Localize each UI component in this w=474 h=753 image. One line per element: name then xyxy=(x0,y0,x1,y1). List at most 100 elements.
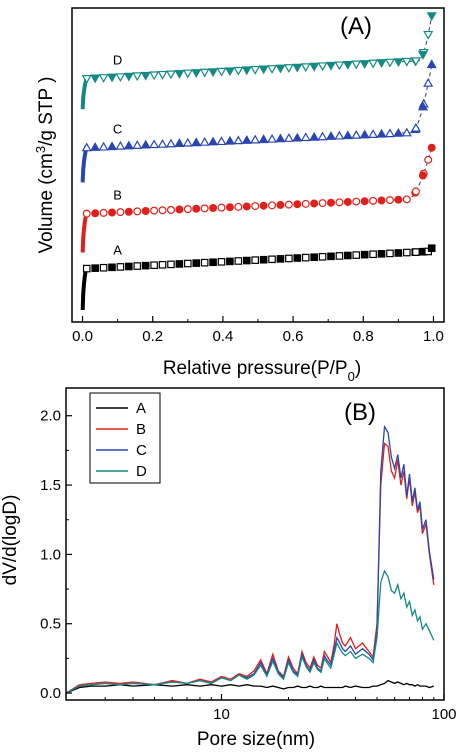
panel-a-y-axis-label: Volume (cm3/g STP ) xyxy=(33,77,57,254)
panel-a-point-A xyxy=(108,263,116,272)
panel-a-point-D xyxy=(283,64,294,73)
panel-a-point-D xyxy=(342,60,353,70)
panel-a-point-C xyxy=(283,133,294,142)
panel-a-point-D xyxy=(410,57,421,67)
panel-a-point-B xyxy=(175,205,184,214)
panel-a-point-B xyxy=(418,171,427,180)
panel-a-point-D xyxy=(216,67,227,77)
panel-b-x-tick-label: 100 xyxy=(431,706,456,723)
panel-a-point-C xyxy=(224,135,235,145)
panel-a-point-D xyxy=(334,61,345,71)
panel-a-point-B xyxy=(234,202,243,211)
panel-b-y-tick-label: 0.5 xyxy=(40,616,61,633)
panel-a-point-C xyxy=(98,141,109,151)
panel-a-point-B xyxy=(385,196,394,205)
panel-a-point-B xyxy=(310,199,319,208)
panel-a-point-A xyxy=(369,250,377,259)
panel-a-point-C xyxy=(423,77,434,87)
panel-a-point-C xyxy=(258,134,269,144)
panel-a-point-B xyxy=(335,198,344,207)
panel-a-point-D xyxy=(368,59,379,69)
panel-a-point-C xyxy=(106,141,118,151)
panel-a-point-A xyxy=(242,256,251,265)
panel-a-x-tick-label: 0.6 xyxy=(283,328,304,345)
panel-a-point-D xyxy=(426,12,437,22)
panel-a-point-C xyxy=(351,129,362,139)
legend-box xyxy=(89,392,161,484)
panel-a-point-A xyxy=(285,254,293,263)
panel-a-point-C xyxy=(233,135,244,145)
panel-a-point-B xyxy=(343,197,352,206)
panel-a-point-D xyxy=(199,68,210,78)
panel-a-point-B xyxy=(192,204,201,213)
panel-a-point-B xyxy=(200,204,209,213)
panel-a-point-A xyxy=(251,256,259,264)
panel-b-y-tick-label: 1.5 xyxy=(40,477,61,494)
panel-a-point-B xyxy=(91,209,100,218)
panel-a-point-A xyxy=(175,260,184,268)
panel-a-point-A xyxy=(226,257,234,266)
panel-a-point-D xyxy=(165,70,176,80)
legend-label-A: A xyxy=(136,400,146,417)
panel-a-point-B xyxy=(424,155,433,164)
legend-label-C: C xyxy=(136,442,147,459)
panel-a-point-B xyxy=(209,203,218,212)
panel-a-point-B xyxy=(276,200,285,209)
panel-a-point-B xyxy=(293,200,302,209)
panel-a-point-C xyxy=(275,133,286,143)
panel-a-point-A xyxy=(386,249,394,258)
panel-a-point-B xyxy=(133,207,142,216)
panel-a-point-A xyxy=(200,258,209,267)
panel-a-x-ticks: 0.0 0.2 0.4 0.6 0.8 1.0 xyxy=(72,316,444,345)
panel-a-point-D xyxy=(123,72,134,82)
panel-a-point-A xyxy=(133,262,142,270)
panel-b-ticks: 0.0 0.5 1.0 1.5 2.0 10 100 xyxy=(40,408,456,723)
panel-a-point-A xyxy=(192,259,201,267)
panel-a-point-D xyxy=(275,64,286,74)
panel-a-point-B xyxy=(402,195,411,204)
panel-a-point-A xyxy=(158,260,167,269)
panel-a-rise-D xyxy=(80,76,89,110)
panel-a-point-D xyxy=(241,66,252,76)
panel-a-x-tick-label: 1.0 xyxy=(423,328,444,345)
panel-a-point-B xyxy=(427,143,436,152)
panel-a-point-A xyxy=(403,248,411,257)
panel-a-point-B xyxy=(268,201,277,210)
panel-a-point-A xyxy=(335,252,344,260)
panel-a-point-A xyxy=(293,254,302,262)
panel-a-rise-B xyxy=(80,211,89,253)
panel-a-point-D xyxy=(300,63,311,73)
panel-a-point-C xyxy=(165,138,176,148)
panel-a-point-C xyxy=(149,139,160,149)
panel-a-point-D xyxy=(417,51,428,60)
panel-a-series-label-D: D xyxy=(113,53,122,68)
panel-b-y-tick-label: 1.0 xyxy=(40,546,61,563)
panel-a-point-D xyxy=(106,73,118,83)
legend-label-B: B xyxy=(136,421,146,438)
panel-a-point-D xyxy=(309,62,320,72)
panel-a-point-B xyxy=(318,199,327,208)
panel-a-point-A xyxy=(412,248,420,256)
panel-a-point-D xyxy=(157,70,168,80)
panel-a-point-A xyxy=(91,264,99,272)
panel-a-point-B xyxy=(411,187,420,196)
panel-a-point-A xyxy=(310,253,318,261)
panel-a-point-B xyxy=(82,209,91,218)
panel-a-point-C xyxy=(309,131,320,141)
panel-a-point-B xyxy=(377,196,386,205)
panel-a-x-tick-label: 0.2 xyxy=(142,328,163,345)
panel-a-point-A xyxy=(301,253,310,262)
panel-a-point-C xyxy=(132,140,143,149)
panel-a-point-C xyxy=(157,138,168,148)
panel-b-label: (B) xyxy=(344,399,376,426)
panel-a-point-A xyxy=(344,251,352,260)
panel-a-point-A xyxy=(184,259,192,268)
panel-a-point-C xyxy=(123,140,134,150)
panel-a-point-C xyxy=(368,129,379,138)
panel-a-point-D xyxy=(233,66,244,76)
panel-a-point-A xyxy=(327,252,335,261)
panel-a-point-B xyxy=(284,200,293,209)
panel-a-point-A xyxy=(141,261,150,270)
panel-a-point-A xyxy=(318,252,327,261)
panel-a-point-C xyxy=(393,127,404,137)
